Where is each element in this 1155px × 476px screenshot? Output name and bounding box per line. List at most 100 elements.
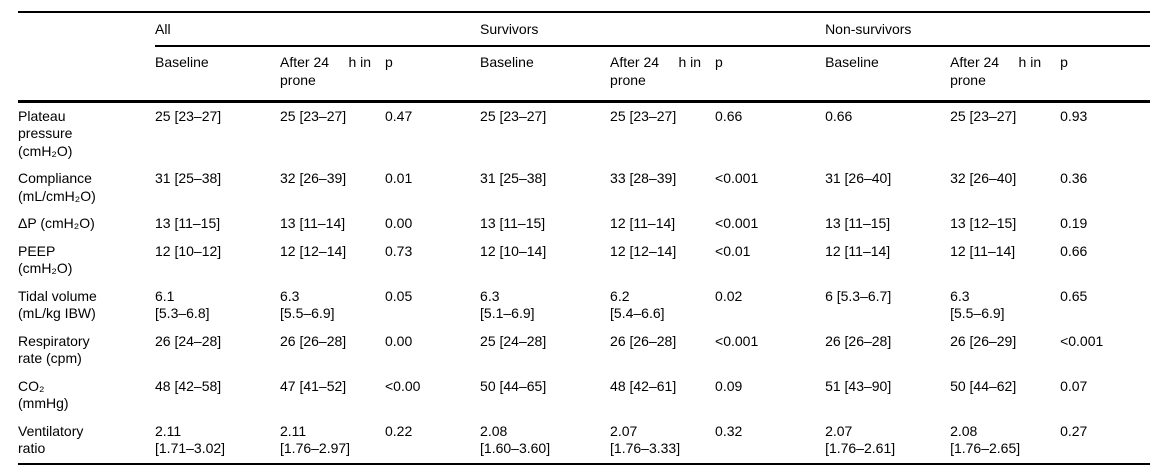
cell: 0.47: [385, 107, 413, 124]
table-row-compliance: Compliance (mL/cmH₂O) 31 [25–38] 32 [26–…: [18, 165, 1150, 210]
cell: 2.08 [1.76–2.65]: [950, 417, 1061, 465]
cell: 0.07: [1060, 377, 1088, 394]
cell: 6 [5.3–6.7]: [825, 287, 892, 304]
table-row-delta-p: ΔP (cmH₂O) 13 [11–15] 13 [11–14] 0.00 13…: [18, 210, 1150, 238]
cell: <0.01: [715, 242, 751, 259]
cell: 0.73: [385, 242, 413, 259]
cell: 12 [12–14]: [280, 242, 347, 259]
column-header-baseline: Baseline: [480, 46, 611, 103]
cell: 32 [26–40]: [950, 170, 1017, 186]
cell: 12 [10–14]: [480, 242, 547, 259]
cell: 48 [42–61]: [610, 377, 677, 394]
cell: 26 [26–28]: [610, 332, 677, 349]
cell: 12 [12–14]: [610, 242, 677, 259]
cell: <0.001: [715, 215, 759, 231]
table-row-respiratory-rate: Respiratory rate (cpm) 26 [24–28] 26 [26…: [18, 328, 1150, 373]
parameters-table-container: All Survivors Non-survivors Baseline Aft…: [18, 11, 1151, 465]
cell: 2.07 [1.76–3.33]: [610, 417, 716, 465]
cell: 2.11 [1.76–2.97]: [280, 417, 385, 465]
cell: 0.65: [1060, 287, 1088, 304]
column-header-after-24h: After 24 h in prone: [950, 46, 1061, 103]
cell: <0.001: [715, 332, 759, 349]
group-header-survivors: Survivors: [480, 11, 826, 47]
cell: 6.2 [5.4–6.6]: [610, 287, 665, 322]
cell: 25 [23–27]: [155, 107, 222, 124]
cell: 2.08 [1.60–3.60]: [480, 417, 611, 465]
table-row-plateau-pressure: Plateau pressure (cmH₂O) 25 [23–27] 25 […: [18, 101, 1150, 165]
column-header-after-24h: After 24 h in prone: [280, 46, 385, 103]
cell: 0.02: [715, 287, 743, 304]
cell: 33 [28–39]: [610, 170, 677, 186]
row-label: CO₂ (mmHg): [18, 377, 69, 412]
cell: 0.22: [385, 417, 481, 465]
row-label: Tidal volume (mL/kg IBW): [18, 287, 97, 322]
cell: 25 [24–28]: [480, 332, 547, 349]
row-label: Plateau pressure (cmH₂O): [18, 107, 73, 159]
cell: 32 [26–39]: [280, 170, 347, 186]
column-header-baseline: Baseline: [825, 46, 951, 103]
table-row-tidal-volume: Tidal volume (mL/kg IBW) 6.1 [5.3–6.8] 6…: [18, 283, 1150, 328]
group-header-non-survivors: Non-survivors: [825, 11, 1151, 47]
cell: 13 [11–15]: [480, 215, 546, 231]
cell: 13 [11–15]: [825, 215, 891, 231]
row-label: PEEP (cmH₂O): [18, 242, 73, 277]
column-header-after-24h: After 24 h in prone: [610, 46, 716, 103]
cell: 47 [41–52]: [280, 377, 347, 394]
parameters-table: All Survivors Non-survivors Baseline Aft…: [18, 11, 1151, 465]
row-label: Ventilatory ratio: [18, 417, 155, 465]
column-header-p: p: [715, 46, 826, 103]
cell: <0.00: [385, 377, 421, 394]
cell: 51 [43–90]: [825, 377, 892, 394]
cell: 12 [11–14]: [610, 215, 676, 231]
cell: 13 [11–14]: [280, 215, 346, 231]
table-row-co2: CO₂ (mmHg) 48 [42–58] 47 [41–52] <0.00 5…: [18, 373, 1150, 418]
cell: 6.3 [5.1–6.9]: [480, 287, 535, 322]
cell: <0.001: [1060, 332, 1104, 349]
row-label-spacer: [18, 11, 155, 46]
cell: 0.66: [825, 107, 853, 124]
cell: 0.01: [385, 170, 413, 186]
cell: 25 [23–27]: [480, 107, 547, 124]
cell: 31 [26–40]: [825, 170, 892, 186]
cell: 0.93: [1060, 107, 1088, 124]
table-row-peep: PEEP (cmH₂O) 12 [10–12] 12 [12–14] 0.73 …: [18, 238, 1150, 283]
row-label: Respiratory rate (cpm): [18, 332, 90, 367]
cell: 26 [26–29]: [950, 332, 1017, 349]
column-header-p: p: [385, 46, 481, 103]
group-header-row: All Survivors Non-survivors: [18, 11, 1151, 47]
column-header-p: p: [1060, 46, 1151, 103]
cell: 31 [25–38]: [155, 170, 222, 186]
cell: 12 [11–14]: [950, 242, 1016, 259]
cell: 50 [44–62]: [950, 377, 1017, 394]
group-header-all: All: [155, 11, 481, 47]
cell: 25 [23–27]: [280, 107, 347, 124]
cell: 50 [44–65]: [480, 377, 547, 394]
cell: 6.3 [5.5–6.9]: [280, 287, 335, 322]
cell: 0.09: [715, 377, 743, 394]
cell: 0.32: [715, 417, 826, 465]
cell: 12 [10–12]: [155, 242, 222, 259]
cell: 6.1 [5.3–6.8]: [155, 287, 210, 322]
cell: 26 [26–28]: [280, 332, 347, 349]
cell: 26 [26–28]: [825, 332, 892, 349]
row-label-spacer: [18, 46, 155, 103]
cell: 6.3 [5.5–6.9]: [950, 287, 1005, 322]
cell: 13 [11–15]: [155, 215, 221, 231]
cell: 0.36: [1060, 170, 1088, 186]
cell: 0.19: [1060, 215, 1088, 231]
cell: 2.07 [1.76–2.61]: [825, 417, 951, 465]
cell: 25 [23–27]: [610, 107, 677, 124]
cell: 12 [11–14]: [825, 242, 891, 259]
row-label: ΔP (cmH₂O): [18, 215, 95, 231]
cell: 0.27: [1060, 417, 1151, 465]
cell: 13 [12–15]: [950, 215, 1017, 231]
cell: 2.11 [1.71–3.02]: [155, 417, 280, 465]
column-header-baseline: Baseline: [155, 46, 280, 103]
cell: 0.00: [385, 332, 413, 349]
cell: 48 [42–58]: [155, 377, 222, 394]
cell: 0.66: [715, 107, 743, 124]
cell: 26 [24–28]: [155, 332, 222, 349]
cell: 0.05: [385, 287, 413, 304]
cell: <0.001: [715, 170, 759, 186]
table-row-ventilatory-ratio: Ventilatory ratio 2.11 [1.71–3.02] 2.11 …: [18, 417, 1151, 465]
